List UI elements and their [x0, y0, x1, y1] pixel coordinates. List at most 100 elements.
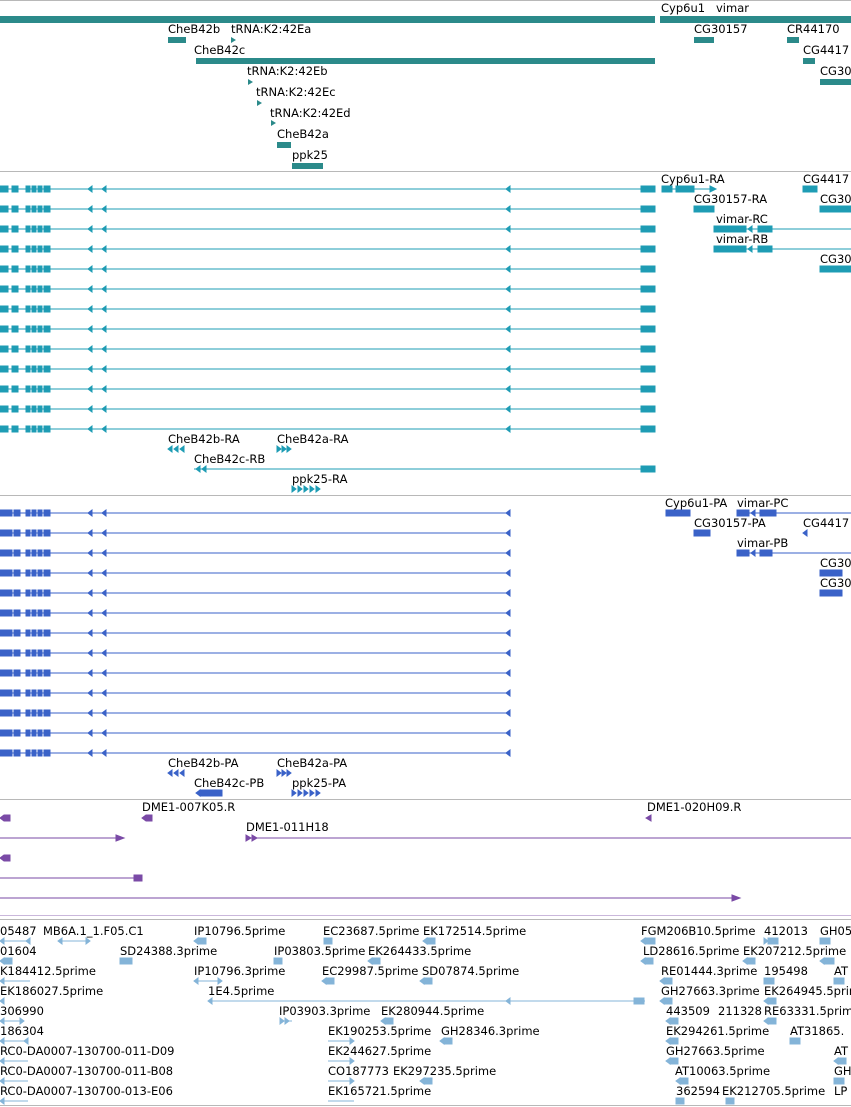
est-label[interactable]: EK264433.5prime — [368, 944, 472, 958]
est-label[interactable]: EK190253.5prime — [328, 1024, 432, 1038]
est-label[interactable]: 01604 — [0, 944, 37, 958]
est-label[interactable]: AT — [834, 964, 848, 978]
clone-label[interactable]: DME1-020H09.R — [647, 800, 742, 814]
est-label[interactable]: EK264945.5prime — [764, 984, 851, 998]
protein-label[interactable]: CG30 — [820, 576, 851, 590]
gene-label[interactable]: CG4417 — [803, 43, 850, 57]
est-label[interactable]: RE63331.5prime — [764, 1004, 851, 1018]
protein-label[interactable]: CheB42a-PA — [277, 756, 348, 770]
est-track-glyphs — [0, 919, 851, 1106]
gene-label[interactable]: tRNA:K2:42Eb — [247, 64, 328, 78]
est-label[interactable]: EC23687.5prime — [323, 924, 420, 938]
est-label[interactable]: SD24388.3prime — [120, 944, 218, 958]
transcript-label[interactable]: CG30 — [820, 192, 851, 206]
est-label[interactable]: 362594 — [676, 1084, 720, 1098]
est-label[interactable]: EK280944.5prime — [381, 1004, 485, 1018]
est-label[interactable]: 186304 — [0, 1024, 44, 1038]
est-label[interactable]: EC29987.5prime — [322, 964, 419, 978]
est-label[interactable]: EK244627.5prime — [328, 1044, 432, 1058]
est-label[interactable]: AT10063.5prime — [675, 1064, 771, 1078]
est-label[interactable]: RE01444.3prime — [661, 964, 758, 978]
gene-label[interactable]: CheB42b — [168, 22, 221, 36]
est-label[interactable]: RC0-DA0007-130700-011-B08 — [0, 1064, 174, 1078]
transcript-row — [0, 345, 656, 353]
protein-label[interactable]: Cyp6u1-PA — [665, 496, 728, 510]
protein-label[interactable]: CG30 — [820, 556, 851, 570]
transcript-label[interactable]: CheB42a-RA — [277, 432, 349, 446]
gene-label[interactable]: CR44170 — [787, 22, 840, 36]
transcript-label[interactable]: CheB42b-RA — [168, 432, 240, 446]
transcript-label[interactable]: CG30 — [820, 252, 851, 266]
protein-label[interactable]: CG30157-PA — [694, 516, 766, 530]
gene-label[interactable]: Cyp6u1 — [661, 1, 706, 15]
est-label[interactable]: 306990 — [0, 1004, 44, 1018]
est-label[interactable]: EK294261.5prime — [666, 1024, 770, 1038]
transcript-label[interactable]: CheB42c-RB — [194, 452, 266, 466]
est-label[interactable]: 1E4.5prime — [208, 984, 275, 998]
est-label[interactable]: SD07874.5prime — [422, 964, 520, 978]
transcript-label[interactable]: CG4417 — [803, 172, 850, 186]
transcript-row — [0, 205, 656, 213]
est-label[interactable]: LP — [834, 1084, 848, 1098]
est-label[interactable]: GH27663.5prime — [666, 1044, 765, 1058]
protein-label[interactable]: CG4417 — [803, 516, 850, 530]
protein-row — [0, 609, 511, 617]
est-label[interactable]: IP03903.3prime — [279, 1004, 371, 1018]
transcript-label[interactable]: CG30157-RA — [694, 192, 768, 206]
est-label[interactable]: CO187773 — [328, 1064, 389, 1078]
protein-row — [0, 629, 511, 637]
protein-label[interactable]: CheB42c-PB — [194, 776, 265, 790]
est-label[interactable]: GH27663.3prime — [661, 984, 760, 998]
est-label[interactable]: EK212705.5prime — [722, 1084, 826, 1098]
gene-label[interactable]: CG30157 — [694, 22, 748, 36]
est-label[interactable]: IP10796.5prime — [194, 924, 286, 938]
protein-label[interactable]: CheB42b-PA — [168, 756, 239, 770]
est-label[interactable]: AT31865. — [790, 1024, 845, 1038]
est-label[interactable]: EK186027.5prime — [0, 984, 104, 998]
est-label[interactable]: EK165721.5prime — [328, 1084, 432, 1098]
est-label[interactable]: 211328 — [718, 1004, 762, 1018]
est-label[interactable]: 412013 — [764, 924, 808, 938]
gene-label[interactable]: vimar — [716, 1, 749, 15]
transcript-label[interactable]: ppk25-RA — [292, 472, 348, 486]
transcript-label[interactable]: Cyp6u1-RA — [661, 172, 725, 186]
transcript-row — [0, 225, 656, 233]
est-label[interactable]: LD28616.5prime — [643, 944, 740, 958]
est-label[interactable]: FGM206B10.5prime — [641, 924, 756, 938]
est-label[interactable]: AT — [834, 1044, 848, 1058]
gene-label[interactable]: CG30 — [820, 64, 851, 78]
est-label[interactable]: RC0-DA0007-130700-011-D09 — [0, 1044, 175, 1058]
est-label[interactable]: 443509 — [666, 1004, 710, 1018]
protein-label[interactable]: vimar-PC — [737, 496, 789, 510]
est-label[interactable]: K184412.5prime — [0, 964, 96, 978]
est-label[interactable]: IP10796.3prime — [194, 964, 286, 978]
gene-label[interactable]: tRNA:K2:42Ea — [231, 22, 312, 36]
est-label[interactable]: 195498 — [764, 964, 808, 978]
transcript-label[interactable]: vimar-RC — [716, 212, 768, 226]
cheb42c-gene-bar — [196, 58, 655, 64]
clone-label[interactable]: DME1-011H18 — [246, 820, 329, 834]
protein-row — [0, 749, 511, 757]
gene-label[interactable]: ppk25 — [292, 148, 328, 162]
transcript-row — [0, 305, 656, 313]
clone-label[interactable]: DME1-007K05.R — [142, 800, 236, 814]
est-label[interactable]: 05487 — [0, 924, 37, 938]
est-label[interactable]: RC0-DA0007-130700-013-E06 — [0, 1084, 173, 1098]
transcript-row — [0, 185, 656, 193]
est-label[interactable]: GH28346.3prime — [441, 1024, 540, 1038]
est-label[interactable]: EK297235.5prime — [393, 1064, 497, 1078]
gene-label[interactable]: tRNA:K2:42Ec — [256, 85, 336, 99]
protein-label[interactable]: ppk25-PA — [292, 776, 347, 790]
est-label[interactable]: GH — [834, 1064, 851, 1078]
gene-label[interactable]: CheB42a — [277, 127, 329, 141]
protein-row — [0, 689, 511, 697]
est-label[interactable]: MB6A.1_1.F05.C1 — [43, 924, 144, 938]
est-label[interactable]: EK207212.5prime — [743, 944, 847, 958]
gene-label[interactable]: tRNA:K2:42Ed — [270, 106, 351, 120]
est-label[interactable]: GH05 — [820, 924, 851, 938]
est-label[interactable]: EK172514.5prime — [423, 924, 527, 938]
transcript-label[interactable]: vimar-RB — [716, 232, 769, 246]
est-label[interactable]: IP03803.5prime — [274, 944, 366, 958]
gene-label[interactable]: CheB42c — [194, 43, 246, 57]
protein-label[interactable]: vimar-PB — [737, 536, 789, 550]
